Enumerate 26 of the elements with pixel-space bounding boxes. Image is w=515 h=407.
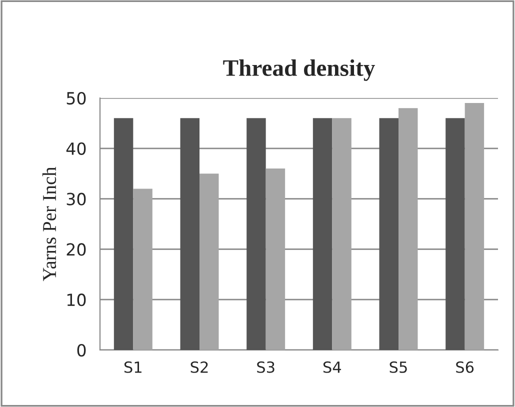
bar xyxy=(114,118,134,350)
x-tick-label: S6 xyxy=(456,361,474,373)
y-tick-label: 0 xyxy=(77,344,86,357)
x-tick-label: S5 xyxy=(390,361,407,373)
x-tick-label: S3 xyxy=(257,361,274,373)
bar xyxy=(464,103,484,350)
bar xyxy=(200,174,219,350)
bar xyxy=(266,168,286,350)
y-axis-title: Yarns Per Inch xyxy=(42,166,56,282)
x-tick-label: S2 xyxy=(190,361,208,373)
bar xyxy=(446,118,465,350)
y-tick-label: 10 xyxy=(67,294,86,306)
x-tick-label: S4 xyxy=(323,361,342,373)
bar xyxy=(246,118,266,350)
y-tick-label: 40 xyxy=(66,142,86,155)
chart-title: Thread density xyxy=(223,59,375,81)
bar xyxy=(398,108,418,350)
y-tick-label: 50 xyxy=(66,92,86,105)
bar xyxy=(133,188,152,350)
x-tick-label: S1 xyxy=(124,361,142,373)
bar xyxy=(332,118,352,350)
bar xyxy=(379,118,398,350)
y-tick-label: 30 xyxy=(66,192,86,206)
y-tick-label: 20 xyxy=(66,243,86,256)
bar xyxy=(180,118,200,350)
bar xyxy=(312,118,332,350)
